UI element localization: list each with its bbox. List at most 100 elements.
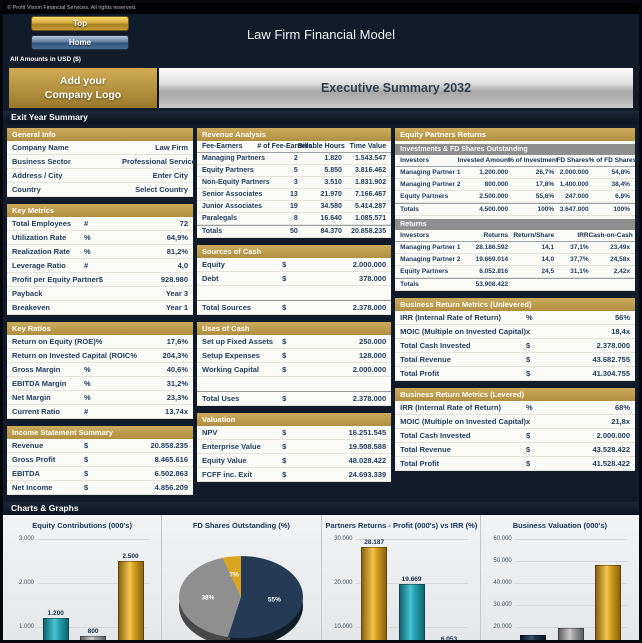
chart-gridline: [355, 583, 468, 584]
y-axis-tick: 20.000: [493, 624, 512, 630]
table-row: Total Revenue $43.682.755: [395, 353, 635, 367]
row-label: MOIC (Multiple on Invested Capital): [400, 417, 526, 426]
table-row: Company Name Law Firm: [7, 141, 193, 155]
card-header: Uses of Cash: [197, 322, 392, 335]
column-middle: Revenue Analysis Fee-Earners # of Fee-Ear…: [197, 128, 392, 495]
table-row: Leverage Ratio #4,0: [7, 259, 193, 273]
row-spacer: [197, 377, 391, 391]
row-unit: $: [84, 469, 89, 478]
row-unit: $: [84, 455, 89, 464]
card-income-statement: Income Statement Summary Revenue $20.858.…: [7, 426, 193, 495]
row-label: NPV: [202, 428, 218, 437]
bar: [117, 561, 144, 640]
table-cell: 84.370: [320, 228, 342, 235]
row-value: 43.528.422: [592, 445, 630, 454]
row-label: Total Revenue: [400, 445, 451, 454]
table-row: Debt $378.000: [197, 272, 392, 286]
table-row: Working Capital $2.000.000: [197, 363, 392, 377]
table-cell: Equity Partners: [202, 167, 254, 174]
table-cell: 16.640: [320, 215, 342, 222]
row-unit: %: [130, 351, 138, 360]
table-row: Total Employees #72: [7, 217, 193, 231]
table-cell: Return/Share: [513, 232, 555, 239]
card-return-metrics-unlevered: Business Return Metrics (Unlevered) IRR …: [395, 298, 635, 381]
banner-text: Executive Summary 2032: [320, 81, 472, 95]
table-row: Equity Partners 5 5.850 3.816.462: [197, 165, 392, 177]
table-row: FCFF inc. Exit $24.693.339: [197, 468, 392, 482]
row-label: Set up Fixed Assets: [202, 337, 273, 346]
chart-gridline: [37, 539, 150, 540]
home-button[interactable]: Home: [31, 35, 129, 50]
row-label: MOIC (Multiple on Invested Capital): [400, 327, 526, 336]
table-row: Non-Equity Partners 3 3.510 1.831.902: [197, 177, 392, 189]
card-header: Key Metrics: [7, 204, 193, 217]
row-value: 13,74x: [165, 407, 188, 416]
row-label: Total Profit: [400, 369, 440, 378]
y-axis-tick: 10.000: [334, 624, 353, 630]
chart-gridline: [355, 539, 468, 540]
table-cell: 100%: [613, 206, 630, 213]
row-value: Professional Service: [122, 157, 196, 166]
card-key-metrics: Key Metrics Total Employees #72 Utilizatio…: [7, 204, 193, 315]
row-unit: %: [95, 337, 103, 346]
row-label: EBITDA: [12, 469, 40, 478]
row-label: Business Sector: [12, 157, 71, 166]
row-unit: $: [526, 369, 531, 378]
y-axis-tick: 20.000: [334, 580, 353, 586]
row-unit: #: [84, 219, 89, 228]
card-sources-of-cash: Sources of Cash Equity $2.000.000 Debt $378…: [197, 245, 392, 315]
row-label: Profit per Equity Partner: [12, 275, 99, 284]
table-row: EBITDA Margin% 31,2%: [7, 377, 193, 391]
column-right: Equity Partners Returns Investments & FD…: [395, 128, 636, 495]
table-cell: Managing Partner 2: [400, 181, 461, 188]
table-cell: 4.500.000: [479, 206, 509, 213]
table-row: Utilization Rate% 64,9%: [7, 231, 193, 245]
chart-title: Equity Contributions (000's): [32, 521, 132, 530]
table-cell: Paralegals: [202, 215, 238, 222]
table-cell: Senior Associates: [202, 191, 263, 198]
row-label: Working Capital: [202, 365, 259, 374]
card-header: Sources of Cash: [197, 245, 392, 258]
table-row: Address / City Enter City: [7, 169, 193, 183]
row-unit: $: [282, 274, 287, 283]
logo-text-line2: Company Logo: [44, 89, 122, 101]
card-header: General Info: [7, 128, 193, 141]
row-value: 8.465.616: [154, 455, 188, 464]
table-cell: Fee-Earners: [202, 143, 243, 150]
card-header: Income Statement Summary: [7, 426, 193, 439]
card-equity-partners-returns: Equity Partners Returns Investments & FD…: [395, 128, 636, 291]
table-row: NPV $16.251.545: [197, 426, 392, 440]
company-logo-placeholder[interactable]: Add your Company Logo: [9, 68, 159, 108]
y-axis-tick: 30.000: [493, 602, 512, 608]
row-value: 48.028.422: [348, 456, 387, 465]
row-label: Leverage Ratio: [12, 261, 66, 270]
row-value: 81,2%: [166, 247, 188, 256]
subsection-returns: Returns: [395, 219, 635, 230]
row-unit: $: [84, 441, 89, 450]
y-axis-tick: 60.000: [493, 536, 512, 542]
table-row: Gross Margin% 40,6%: [7, 363, 193, 377]
y-axis-tick: 40.000: [493, 580, 512, 586]
table-row: Equity Partners 2.500.000 55,6% 247.000 6,8%: [395, 191, 635, 203]
table-row: Return on Invested Capital (ROIC% 204,3%: [7, 349, 193, 363]
chart-business-valuation: Business Valuation (000's) 60.000 50.000 40…: [481, 515, 639, 640]
card-header: Key Ratios: [7, 322, 193, 335]
table-row: Total Profit $41.528.422: [395, 457, 635, 471]
table-cell: 7.166.467: [354, 191, 387, 198]
top-button[interactable]: Top: [31, 16, 129, 31]
bar-column: 2.500: [114, 539, 148, 640]
table-row: EBITDA $6.502.863: [7, 467, 193, 481]
chart-gridline: [514, 539, 627, 540]
column-left: General Info Company Name Law Firm Busines…: [7, 128, 196, 495]
table-row: Business Sector Professional Service: [7, 155, 196, 169]
table-cell: 5: [293, 167, 298, 174]
table-row: Junior Associates 19 34.580 5.414.287: [197, 201, 392, 213]
table-row: Totals 53.908.422: [395, 278, 635, 291]
table-cell: 28.186.592: [475, 244, 509, 251]
row-label: IRR (Internal Rate of Return): [400, 313, 501, 322]
table-cell: Returns: [483, 232, 509, 239]
bar-column: 800: [76, 539, 110, 640]
row-value: 250.000: [359, 337, 387, 346]
row-value: 17,6%: [166, 337, 188, 346]
